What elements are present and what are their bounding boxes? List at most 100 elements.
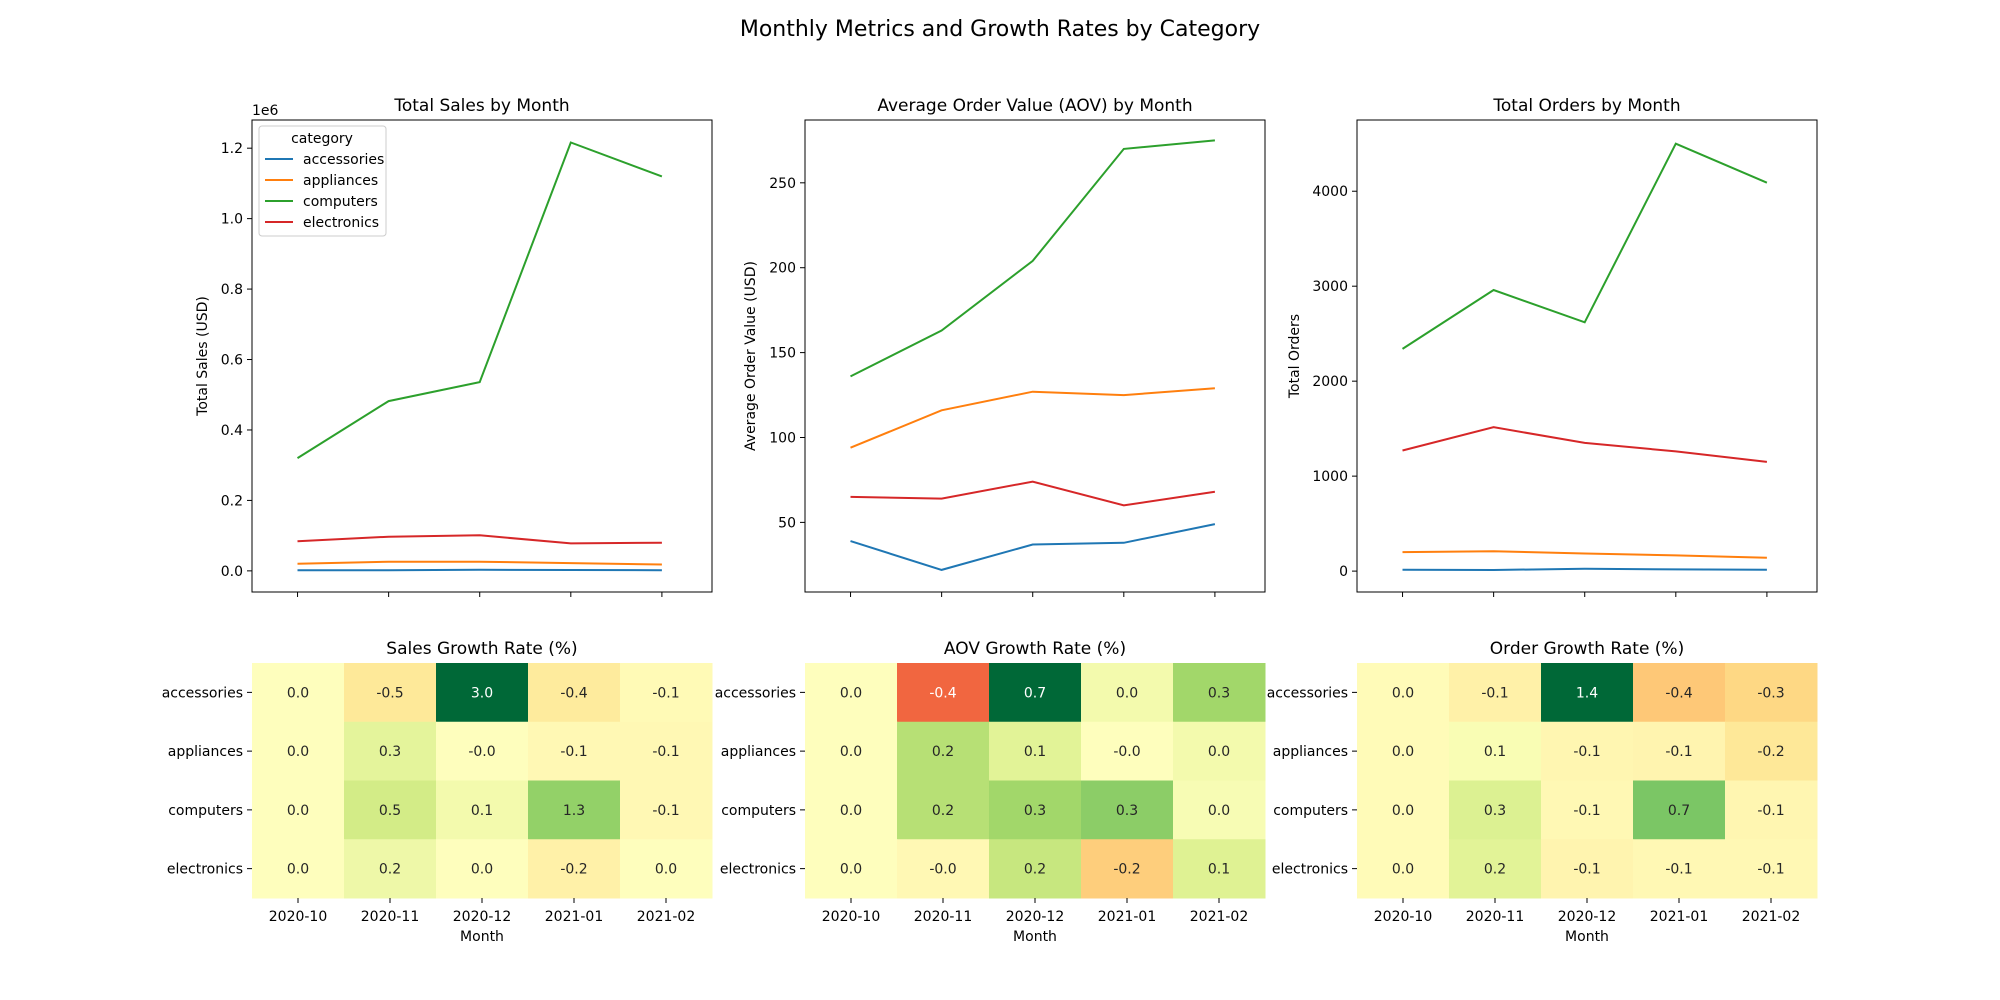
y-tick-label: 0.6: [221, 353, 243, 369]
cell-label: 0.0: [655, 862, 677, 878]
heatmap-cell: [1357, 721, 1450, 781]
cell-label: -0.1: [1573, 803, 1600, 819]
chart-title: Total Sales by Month: [393, 96, 569, 116]
y-axis-label: Total Orders: [1287, 314, 1303, 399]
cell-label: 0.3: [1484, 803, 1506, 819]
heatmap-cell: [897, 780, 990, 840]
legend-label: accessories: [303, 152, 384, 168]
y-tick-label: 0: [1339, 564, 1348, 580]
series-line-computers: [1401, 142, 1768, 350]
cell-label: 0.0: [287, 685, 309, 701]
cell-label: -0.0: [468, 744, 495, 760]
heatmap-cell: [897, 663, 990, 723]
y-tick-label: 150: [769, 346, 796, 362]
heatmap-cell: [1081, 663, 1174, 723]
series-line-accessories: [850, 523, 1216, 571]
column-label: 2020-11: [914, 909, 973, 925]
cell-label: -0.1: [1757, 862, 1784, 878]
cell-label: -0.1: [1481, 685, 1508, 701]
row-label: electronics: [1272, 862, 1348, 878]
heatmap-cell: [1173, 663, 1266, 723]
y-tick-label: 1.0: [221, 212, 243, 228]
y-tick-label: 4000: [1312, 184, 1348, 200]
heatmap-cell: [805, 663, 898, 723]
series-line-accessories: [1402, 567, 1767, 572]
x-axis-label: Month: [1013, 929, 1057, 945]
cell-label: 0.7: [1024, 685, 1046, 701]
cell-label: 0.0: [1208, 744, 1230, 760]
cell-label: 0.1: [471, 803, 493, 819]
heatmap-cell: [1633, 780, 1726, 840]
y-tick-label: 0.4: [221, 423, 243, 439]
chart-title: Average Order Value (AOV) by Month: [877, 96, 1192, 116]
series-line-accessories: [297, 568, 662, 572]
heatmap-cell: [1725, 721, 1818, 781]
y-tick-label: 200: [769, 261, 796, 277]
cell-label: 0.2: [379, 862, 401, 878]
row-label: computers: [1273, 803, 1348, 819]
heatmap-cell: [897, 839, 990, 899]
heatmap-cell: [1633, 839, 1726, 899]
cell-label: 1.3: [563, 803, 585, 819]
x-axis-label: Month: [460, 929, 504, 945]
heatmap-cell: [1081, 721, 1174, 781]
cell-label: -0.0: [1113, 744, 1140, 760]
cell-label: -0.1: [652, 744, 679, 760]
row-label: accessories: [162, 685, 243, 701]
y-offset-label: 1e6: [252, 103, 279, 119]
heatmap-cell: [344, 780, 437, 840]
heatmap-cell: [620, 663, 713, 723]
y-tick-label: 0.0: [221, 564, 243, 580]
column-label: 2020-11: [1466, 909, 1525, 925]
chart-title: Total Orders by Month: [1492, 96, 1680, 116]
cell-label: 0.0: [471, 862, 493, 878]
cell-label: 0.2: [932, 744, 954, 760]
heatmap-cell: [897, 721, 990, 781]
heatmap-cell: [528, 839, 621, 899]
heatmap-cell: [436, 780, 529, 840]
cell-label: 0.0: [1392, 862, 1414, 878]
heatmap-cell: [1357, 663, 1450, 723]
cell-label: -0.2: [560, 862, 587, 878]
heatmap-cell: [252, 721, 345, 781]
heatmap-cell: [1725, 663, 1818, 723]
y-tick-label: 0.2: [221, 493, 243, 509]
row-label: electronics: [720, 862, 796, 878]
heatmap-cell: [252, 663, 345, 723]
heatmap-cell: [528, 780, 621, 840]
column-label: 2021-01: [1098, 909, 1157, 925]
heatmap-cell: [989, 839, 1082, 899]
subplots: Total Sales by Month 0.0 0.2 0.4 0.6 0.8 1.0 1.…: [162, 96, 1818, 945]
series-line-electronics: [850, 480, 1216, 507]
x-axis-label: Month: [1565, 929, 1609, 945]
series-line-electronics: [1402, 426, 1768, 463]
row-label: accessories: [715, 685, 796, 701]
legend: category accessories appliances computers el…: [258, 125, 387, 237]
heatmap-cell: [1541, 839, 1634, 899]
cell-label: 0.1: [1484, 744, 1506, 760]
cell-label: 0.0: [840, 685, 862, 701]
heatmap-cell: [1541, 780, 1634, 840]
column-label: 2021-01: [545, 909, 604, 925]
series-line-appliances: [850, 387, 1215, 449]
heatmap-cell: [436, 663, 529, 723]
row-label: appliances: [721, 744, 796, 760]
row-label: appliances: [168, 744, 243, 760]
heatmap-cell: [1357, 780, 1450, 840]
cell-label: 0.0: [287, 803, 309, 819]
row-label: computers: [721, 803, 796, 819]
heatmap-cell: [805, 721, 898, 781]
heatmap-cell: [805, 839, 898, 899]
cell-label: -0.2: [1113, 862, 1140, 878]
heatmap-cell: [528, 663, 621, 723]
cell-label: 0.0: [1392, 685, 1414, 701]
heatmap-cell: [1541, 663, 1634, 723]
cell-label: 0.0: [840, 862, 862, 878]
heatmap-cell: [1173, 780, 1266, 840]
cell-label: -0.3: [1757, 685, 1784, 701]
column-label: 2020-12: [1006, 909, 1065, 925]
heatmap-cell: [1357, 839, 1450, 899]
heatmap-cell: [1541, 721, 1634, 781]
legend-title: category: [291, 131, 353, 147]
cell-label: 0.0: [1392, 803, 1414, 819]
